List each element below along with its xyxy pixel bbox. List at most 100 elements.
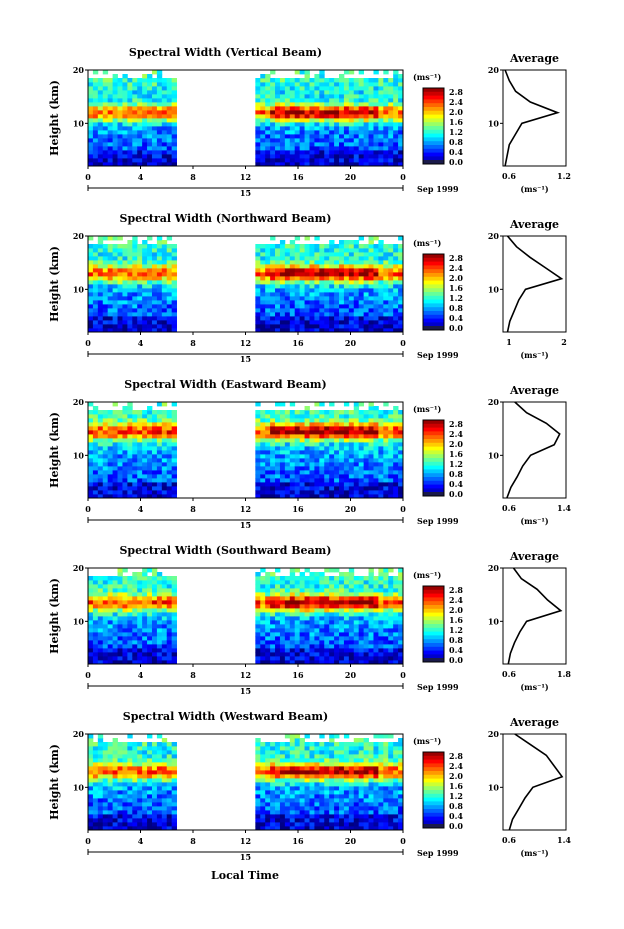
heatmap-cell (161, 620, 168, 625)
heatmap-cell (383, 402, 389, 407)
heatmap-cell (275, 106, 281, 111)
heatmap-cell (299, 426, 305, 431)
heatmap-cell (319, 320, 325, 325)
heatmap-cell (309, 130, 315, 135)
heatmap-cell (260, 328, 266, 333)
heatmap-cell (112, 762, 118, 767)
heatmap-cell (334, 256, 340, 261)
heatmap-cell (107, 280, 114, 285)
heatmap-cell (260, 446, 266, 451)
heatmap-cell (270, 154, 276, 159)
heatmap-cell (88, 276, 94, 281)
heatmap-cell (304, 640, 310, 645)
heatmap-cell (161, 786, 168, 791)
heatmap-cell (156, 624, 163, 629)
heatmap-cell (122, 324, 128, 329)
heatmap-cell (368, 486, 374, 491)
heatmap-cell (102, 754, 109, 759)
heatmap-cell (151, 272, 158, 277)
heatmap-cell (378, 154, 384, 159)
heatmap-cell (353, 418, 360, 423)
heatmap-cell (265, 486, 271, 491)
heatmap-cell (353, 276, 360, 281)
heatmap-cell (112, 774, 118, 779)
heatmap-cell (353, 490, 360, 495)
heatmap-cell (137, 810, 143, 815)
heatmap-cell (265, 126, 271, 131)
heatmap-cell (279, 98, 286, 103)
heatmap-cell (92, 142, 99, 147)
heatmap-cell (142, 754, 148, 759)
heatmap-cell (92, 766, 99, 771)
heatmap-cell (112, 312, 118, 317)
heatmap-cell (334, 418, 340, 423)
heatmap-cell (388, 134, 394, 139)
colorbar-tick-label: 0.0 (449, 157, 463, 167)
colorbar-segment (423, 307, 444, 312)
heatmap-cell (260, 478, 266, 483)
heatmap-cell (88, 414, 94, 419)
heatmap-cell (127, 754, 133, 759)
heatmap-cell (304, 248, 310, 253)
heatmap-cell (279, 130, 286, 135)
heatmap-cell (127, 474, 133, 479)
heatmap-cell (92, 446, 99, 451)
heatmap-cell (358, 442, 365, 447)
heatmap-cell (284, 256, 291, 261)
heatmap-cell (343, 604, 350, 609)
heatmap-cell (343, 494, 350, 499)
heatmap-cell (161, 494, 168, 499)
heatmap-cell (151, 94, 158, 99)
heatmap-cell (309, 158, 315, 163)
heatmap-cell (398, 316, 404, 321)
heatmap-cell (92, 244, 99, 249)
heatmap-cell (97, 750, 104, 755)
heatmap-cell (102, 616, 109, 621)
heatmap-cell (97, 758, 104, 763)
heatmap-cell (97, 292, 104, 297)
heatmap-cell (260, 568, 266, 573)
heatmap-cell (166, 86, 173, 91)
heatmap-cell (142, 94, 148, 99)
heatmap-cell (92, 790, 99, 795)
colorbar-tick-label: 1.6 (449, 283, 463, 293)
heatmap-cell (122, 418, 128, 423)
heatmap-cell (156, 74, 163, 79)
heatmap-cell (137, 90, 143, 95)
heatmap-cell (88, 260, 94, 265)
heatmap-cell (378, 292, 384, 297)
heatmap-cell (279, 324, 286, 329)
heatmap-cell (353, 482, 360, 487)
heatmap-cell (294, 588, 301, 593)
heatmap-cell (107, 248, 114, 253)
heatmap-cell (319, 130, 325, 135)
heatmap-cell (339, 150, 345, 155)
heatmap-cell (279, 158, 286, 163)
heatmap-cell (378, 446, 384, 451)
heatmap-cell (112, 738, 118, 743)
heatmap-cell (112, 256, 118, 261)
heatmap-cell (289, 402, 296, 407)
heatmap-cell (260, 604, 266, 609)
heatmap-cell (260, 122, 266, 127)
heatmap-cell (142, 296, 148, 301)
heatmap-cell (343, 462, 350, 467)
heatmap-cell (275, 584, 281, 589)
heatmap-cell (122, 798, 128, 803)
heatmap-cell (398, 576, 404, 581)
heatmap-cell (363, 252, 369, 257)
heatmap-cell (348, 94, 355, 99)
heatmap-cell (388, 414, 394, 419)
heatmap-cell (393, 252, 399, 257)
heatmap-cell (378, 308, 384, 313)
heatmap-cell (324, 470, 330, 475)
heatmap-cell (363, 300, 369, 305)
heatmap-cell (319, 430, 325, 435)
heatmap-cell (348, 490, 355, 495)
heatmap-cell (279, 150, 286, 155)
heatmap-cell (329, 296, 335, 301)
heatmap-cell (270, 446, 276, 451)
heatmap-cell (107, 98, 114, 103)
colorbar-tick-label: 2.0 (449, 107, 463, 117)
heatmap-cell (284, 94, 291, 99)
